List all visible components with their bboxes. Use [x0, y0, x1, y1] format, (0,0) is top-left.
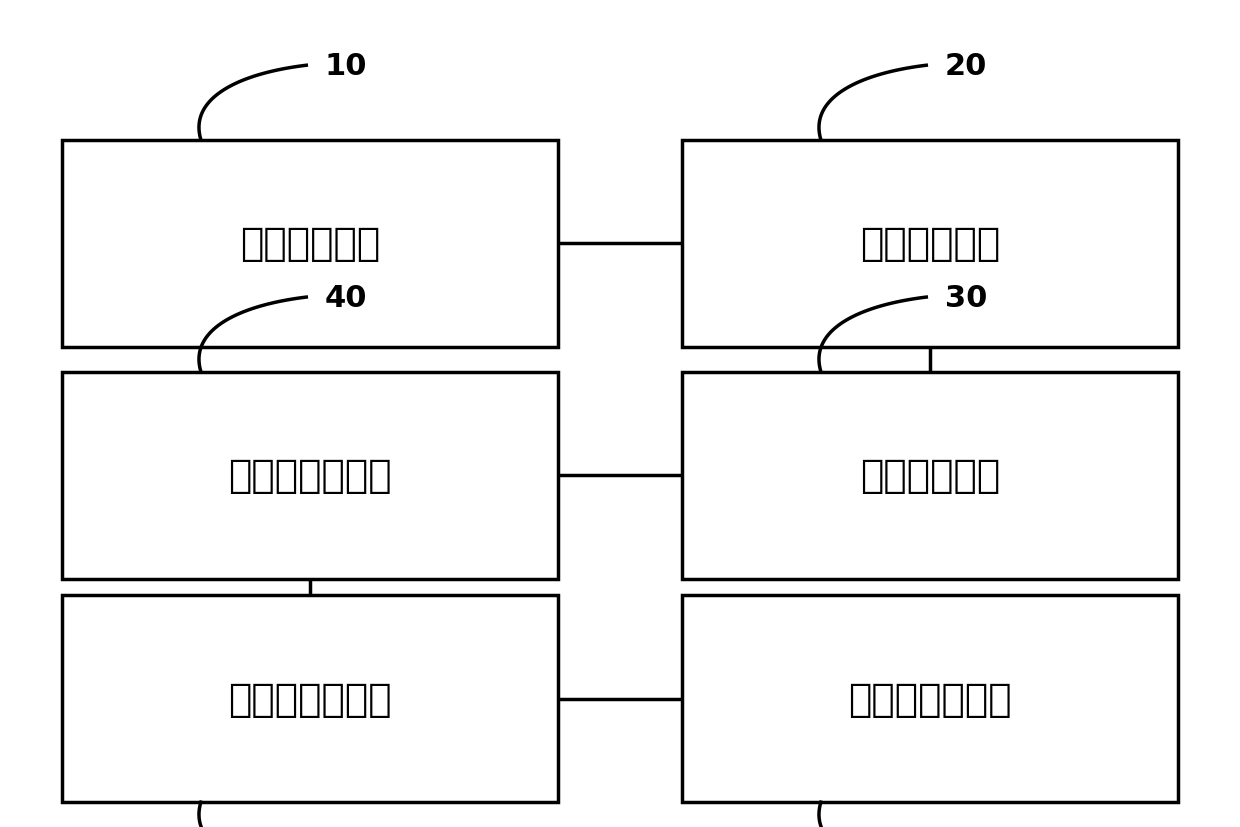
Text: 滤波器设计单元: 滤波器设计单元 — [228, 457, 392, 495]
Bar — [682, 141, 1178, 347]
Text: 曲波变换单元: 曲波变换单元 — [239, 225, 381, 263]
Text: 谱白化处理单元: 谱白化处理单元 — [228, 680, 392, 718]
Text: 10: 10 — [325, 51, 367, 81]
Text: 40: 40 — [325, 283, 367, 313]
Bar — [682, 372, 1178, 579]
Bar — [62, 595, 558, 802]
Text: 30: 30 — [945, 283, 987, 313]
Text: 阈值优化单元: 阈值优化单元 — [859, 225, 1001, 263]
Bar — [62, 141, 558, 347]
Text: 20: 20 — [945, 51, 987, 81]
Text: 曲波反变换单元: 曲波反变换单元 — [848, 680, 1012, 718]
Bar — [682, 595, 1178, 802]
Text: 阈值去噪单元: 阈值去噪单元 — [859, 457, 1001, 495]
Bar — [62, 372, 558, 579]
